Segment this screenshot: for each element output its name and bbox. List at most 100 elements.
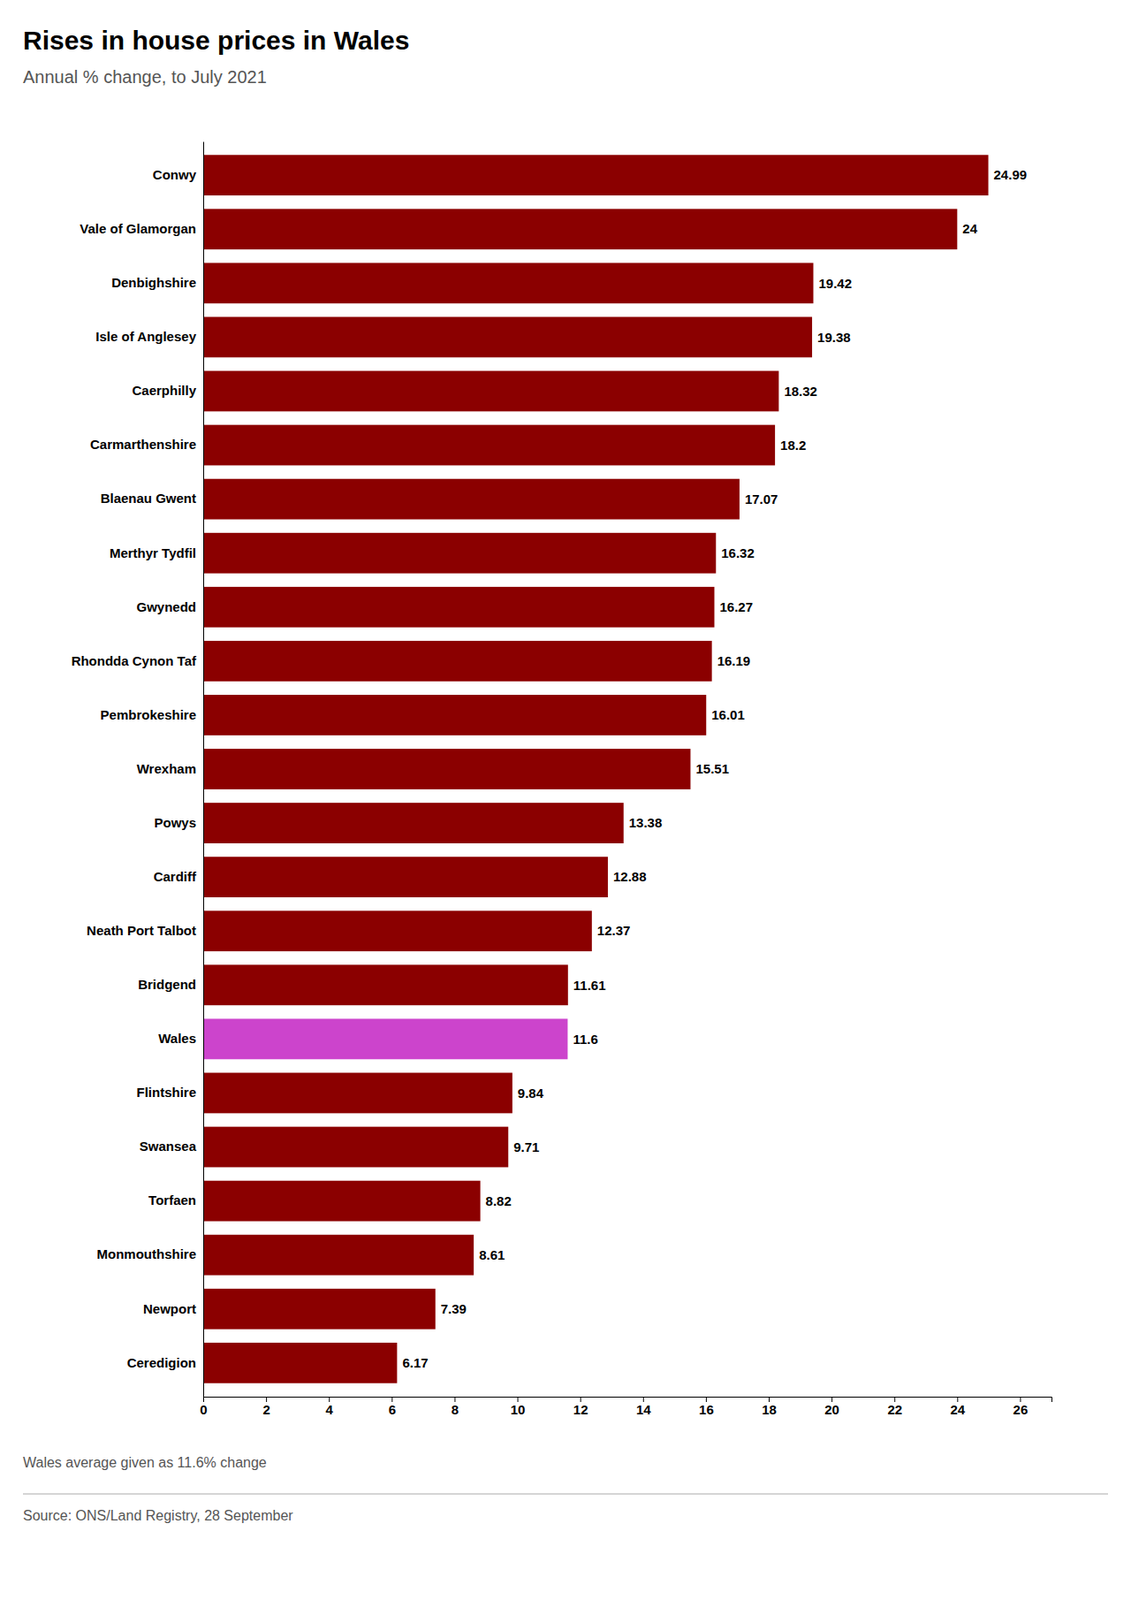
bar <box>203 1342 397 1383</box>
y-tick: Wrexham <box>136 760 197 776</box>
x-tick: 4 <box>326 1396 334 1417</box>
y-tick-label: Newport <box>143 1300 197 1316</box>
bar <box>203 1234 474 1276</box>
y-tick-label: Torfaen <box>148 1191 197 1207</box>
bar <box>203 371 779 412</box>
x-tick: 26 <box>1013 1396 1029 1417</box>
x-axis: 02468101214161820222426 <box>199 1396 1052 1417</box>
x-tick-label: 26 <box>1013 1401 1029 1417</box>
y-tick-label: Flintshire <box>136 1084 197 1100</box>
data-label: 16.01 <box>711 706 745 722</box>
data-label: 12.37 <box>597 922 631 938</box>
x-tick-label: 8 <box>451 1401 459 1417</box>
data-label: 16.32 <box>721 545 755 561</box>
x-tick-label: 2 <box>262 1401 270 1417</box>
bar <box>203 1288 436 1329</box>
data-label: 8.61 <box>478 1246 505 1262</box>
x-tick: 22 <box>887 1396 903 1417</box>
x-tick-label: 24 <box>949 1401 965 1417</box>
y-tick: Isle of Anglesey <box>95 328 197 344</box>
x-tick: 2 <box>262 1396 270 1417</box>
data-label: 12.88 <box>613 868 647 884</box>
bar <box>203 856 608 897</box>
x-tick: 16 <box>698 1396 714 1417</box>
y-tick: Newport <box>143 1300 197 1316</box>
x-tick: 0 <box>199 1396 207 1417</box>
y-tick: Conwy <box>152 166 198 183</box>
y-tick: Wales <box>158 1030 197 1046</box>
data-label: 7.39 <box>440 1300 467 1316</box>
y-tick: Vale of Glamorgan <box>79 220 197 236</box>
y-tick: Ceredigion <box>127 1354 197 1370</box>
bar <box>203 1180 481 1222</box>
y-axis: Conwy Vale of Glamorgan Denbighshire Isle o… <box>71 142 205 1397</box>
data-label: 24.99 <box>994 166 1028 183</box>
y-tick-label: Neath Port Talbot <box>86 922 197 938</box>
bar <box>203 586 714 628</box>
footnote: Wales average given as 11.6% change <box>22 1454 267 1470</box>
y-tick-label: Gwynedd <box>136 599 197 615</box>
bar <box>203 1126 509 1168</box>
data-label: 19.38 <box>817 329 851 345</box>
data-label: 15.51 <box>695 760 729 776</box>
y-tick: Gwynedd <box>136 599 197 615</box>
y-tick-label: Merthyr Tydfil <box>109 544 197 560</box>
x-tick-label: 0 <box>199 1401 207 1417</box>
subtitle: Annual % change, to July 2021 <box>22 67 267 87</box>
y-tick-label: Cardiff <box>153 868 198 884</box>
data-label: 19.42 <box>818 275 852 291</box>
x-tick: 14 <box>636 1396 652 1417</box>
bar <box>203 478 740 520</box>
y-tick: Torfaen <box>148 1191 197 1207</box>
y-tick-label: Rhondda Cynon Taf <box>71 652 198 668</box>
bar <box>203 694 706 736</box>
data-label: 16.19 <box>717 652 752 668</box>
y-tick: Carmarthenshire <box>90 436 197 452</box>
y-tick-label: Ceredigion <box>127 1354 197 1370</box>
x-tick: 8 <box>451 1396 459 1417</box>
data-label: 17.07 <box>744 491 779 507</box>
x-tick-label: 6 <box>388 1401 396 1417</box>
y-tick-label: Blaenau Gwent <box>100 490 197 506</box>
y-tick-label: Isle of Anglesey <box>95 328 197 344</box>
y-tick: Bridgend <box>137 976 197 992</box>
bar <box>203 1072 513 1114</box>
bar <box>203 532 716 574</box>
y-tick-label: Denbighshire <box>111 274 197 290</box>
y-tick: Flintshire <box>136 1084 197 1100</box>
data-label: 11.6 <box>572 1031 598 1047</box>
y-tick: Pembrokeshire <box>100 706 197 722</box>
x-tick-label: 18 <box>761 1401 777 1417</box>
x-tick: 24 <box>949 1396 965 1417</box>
bar <box>203 748 691 790</box>
bar <box>203 262 813 304</box>
x-tick: 18 <box>761 1396 777 1417</box>
y-tick: Denbighshire <box>111 274 197 290</box>
data-label: 18.32 <box>783 383 818 399</box>
bar <box>203 802 624 843</box>
x-tick-label: 4 <box>326 1401 334 1417</box>
y-tick-label: Wales <box>158 1030 197 1046</box>
bars <box>203 154 989 1382</box>
y-tick: Swansea <box>139 1138 198 1154</box>
x-tick-label: 16 <box>698 1401 714 1417</box>
y-tick-label: Carmarthenshire <box>90 436 197 452</box>
title: Rises in house prices in Wales <box>22 25 410 55</box>
data-label: 24 <box>962 220 978 236</box>
plot: 02468101214161820222426ConwyVale of Glam… <box>71 142 1053 1417</box>
y-tick-label: Bridgend <box>137 976 197 992</box>
y-tick: Rhondda Cynon Taf <box>71 652 198 668</box>
y-tick: Blaenau Gwent <box>100 490 197 506</box>
x-tick: 20 <box>824 1396 840 1417</box>
bar <box>203 425 775 466</box>
y-tick-label: Conwy <box>152 166 198 183</box>
data-label: 6.17 <box>402 1354 428 1370</box>
bar <box>203 640 713 682</box>
data-label: 9.84 <box>517 1085 545 1101</box>
y-tick-label: Powys <box>153 814 197 830</box>
y-tick-label: Caerphilly <box>131 382 197 398</box>
x-tick-label: 10 <box>510 1401 526 1417</box>
x-tick: 10 <box>510 1396 526 1417</box>
chart: Rises in house prices in Wales Annual % c… <box>0 0 1131 1600</box>
y-tick: Cardiff <box>153 868 198 884</box>
